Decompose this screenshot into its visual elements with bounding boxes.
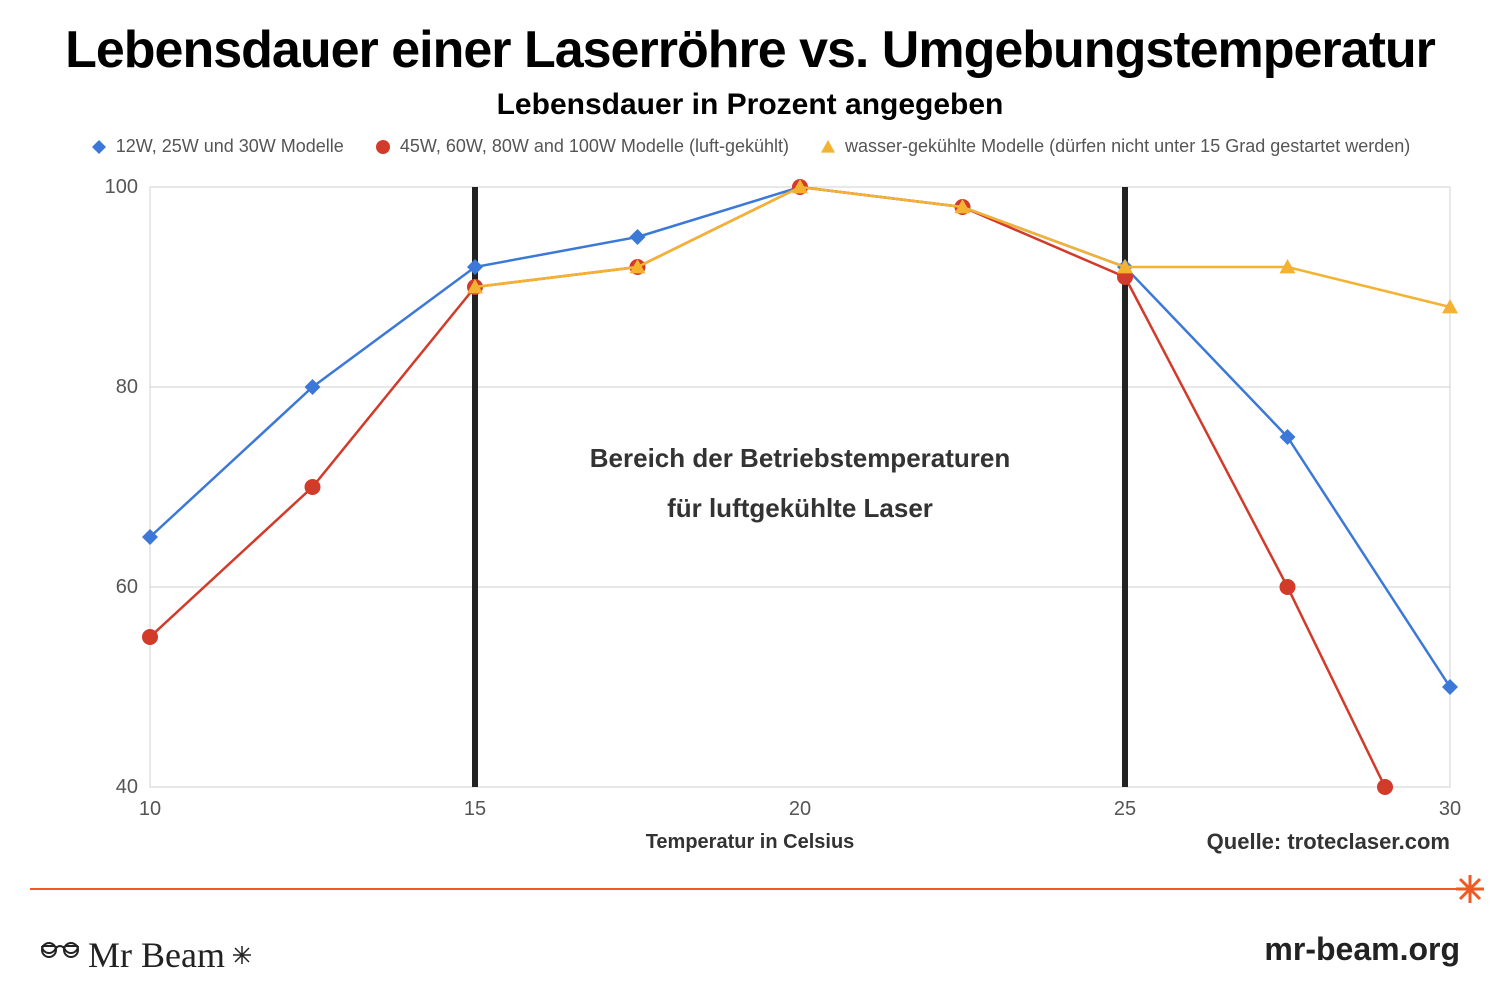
legend-label: 12W, 25W und 30W Modelle — [116, 136, 344, 157]
spark-icon — [1456, 875, 1484, 903]
brand-logo: Mr Beam — [40, 934, 251, 976]
svg-text:80: 80 — [116, 376, 138, 398]
page-title: Lebensdauer einer Laserröhre vs. Umgebun… — [40, 20, 1460, 80]
legend-label: wasser-gekühlte Modelle (dürfen nicht un… — [845, 136, 1410, 157]
svg-text:30: 30 — [1439, 798, 1461, 820]
svg-text:für luftgekühlte Laser: für luftgekühlte Laser — [667, 493, 933, 523]
line-chart: 40 60 80 100 10 15 20 25 30 Bereich der Betriebst… — [90, 167, 1470, 827]
chart-area: 4060801001015202530Bereich der Betriebst… — [90, 167, 1410, 827]
footer-divider — [30, 888, 1470, 890]
svg-text:60: 60 — [116, 576, 138, 598]
svg-text:40: 40 — [116, 776, 138, 798]
svg-text:100: 100 — [105, 176, 138, 198]
page-subtitle: Lebensdauer in Prozent angegeben — [40, 88, 1460, 122]
site-url: mr-beam.org — [1264, 931, 1460, 968]
diamond-icon — [90, 138, 108, 156]
legend-item: 12W, 25W und 30W Modelle — [90, 136, 344, 157]
svg-text:25: 25 — [1114, 798, 1136, 820]
source-label: Quelle: troteclaser.com — [1207, 829, 1450, 855]
footer: Mr Beam mr-beam.org — [0, 920, 1500, 980]
legend: 12W, 25W und 30W Modelle 45W, 60W, 80W an… — [40, 136, 1460, 157]
svg-text:10: 10 — [139, 798, 161, 820]
spark-icon — [233, 946, 251, 964]
legend-label: 45W, 60W, 80W and 100W Modelle (luft-gek… — [400, 136, 789, 157]
svg-text:20: 20 — [789, 798, 811, 820]
brand-text: Mr Beam — [88, 934, 225, 976]
glasses-icon — [40, 942, 80, 968]
svg-text:15: 15 — [464, 798, 486, 820]
legend-item: wasser-gekühlte Modelle (dürfen nicht un… — [819, 136, 1410, 157]
legend-item: 45W, 60W, 80W and 100W Modelle (luft-gek… — [374, 136, 789, 157]
triangle-icon — [819, 138, 837, 156]
svg-text:Bereich der Betriebstemperatur: Bereich der Betriebstemperaturen — [590, 443, 1010, 473]
circle-icon — [374, 138, 392, 156]
